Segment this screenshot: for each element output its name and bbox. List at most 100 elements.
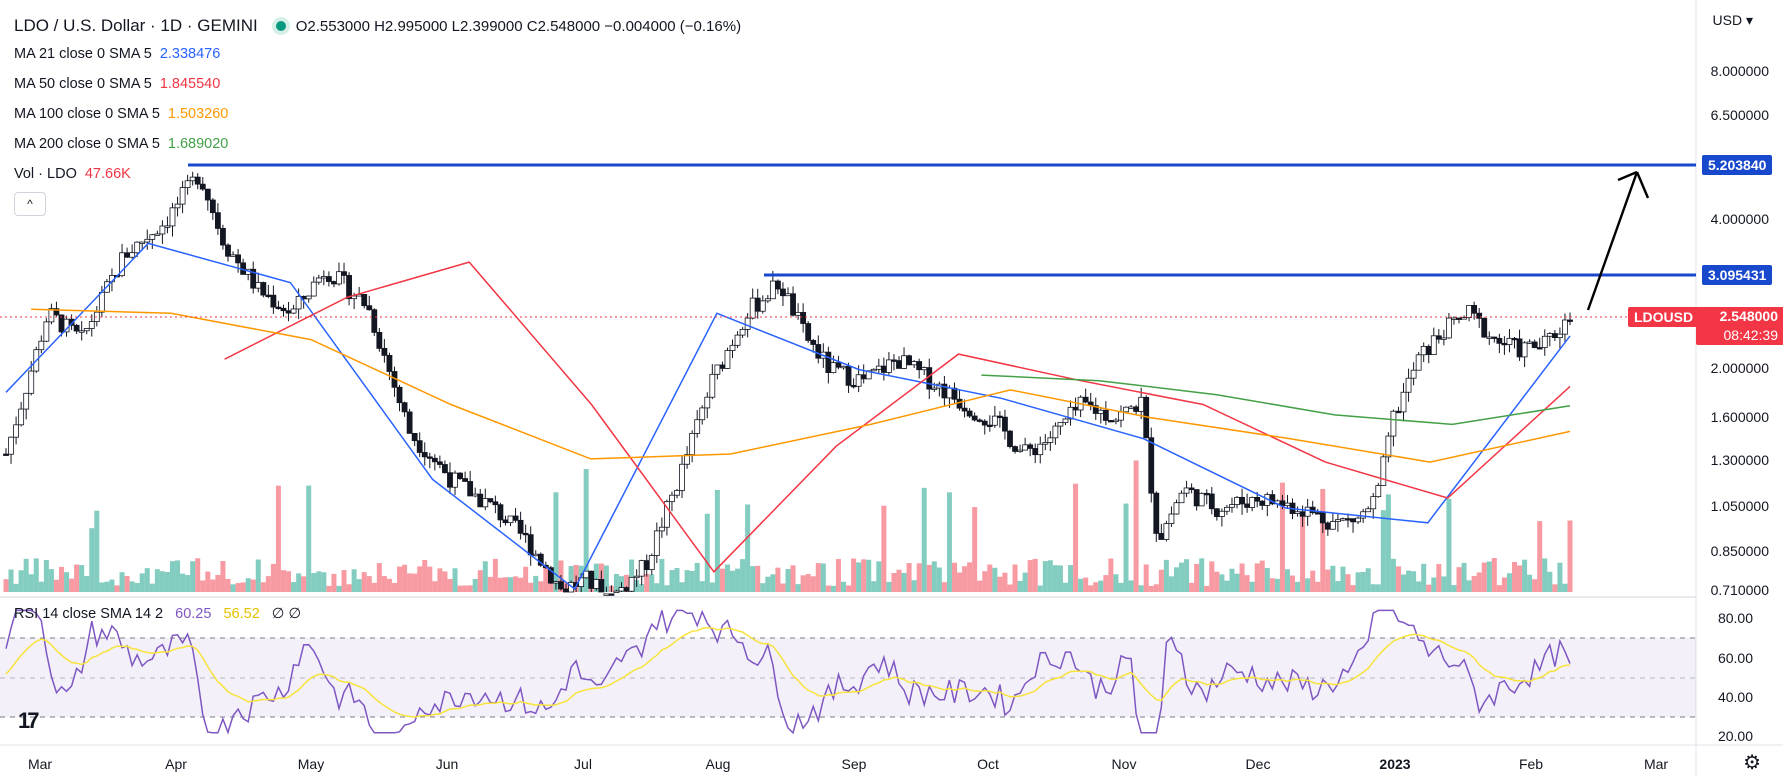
volume-bar bbox=[114, 585, 120, 592]
candle-body bbox=[603, 593, 610, 596]
candle-body bbox=[734, 334, 741, 346]
volume-bar bbox=[1542, 558, 1548, 592]
volume-bar bbox=[291, 582, 297, 592]
volume-bar bbox=[518, 577, 524, 592]
volume-bar bbox=[593, 563, 599, 592]
collapse-legend-button[interactable]: ^ bbox=[14, 192, 46, 216]
volume-bar bbox=[1007, 584, 1013, 592]
candle-body bbox=[860, 374, 867, 380]
candle-body bbox=[472, 493, 479, 497]
volume-bar bbox=[1385, 494, 1391, 592]
volume-bar bbox=[154, 569, 160, 592]
volume-bar bbox=[891, 572, 897, 592]
level-mid-tag: 3.095431 bbox=[1702, 265, 1773, 285]
volume-bar bbox=[523, 566, 529, 592]
volume-bar bbox=[533, 575, 539, 592]
candle-body bbox=[875, 365, 882, 370]
candle-body bbox=[325, 276, 332, 282]
volume-bar bbox=[402, 564, 408, 592]
volume-bar bbox=[1335, 581, 1341, 592]
volume-bar bbox=[1562, 583, 1568, 592]
market-status-icon[interactable] bbox=[275, 21, 286, 31]
volume-bar bbox=[366, 576, 372, 592]
volume-bar bbox=[760, 583, 766, 592]
candle-body bbox=[1491, 336, 1498, 339]
rsi-ma-value: 56.52 bbox=[223, 606, 260, 622]
legend-rsi[interactable]: RSI 14 close SMA 14 2 60.25 56.52 ∅ ∅ bbox=[14, 606, 301, 622]
candle-body bbox=[1178, 492, 1185, 504]
candle-body bbox=[1188, 487, 1195, 490]
rsi-tick: 40.00 bbox=[1717, 689, 1753, 705]
candle-body bbox=[532, 553, 539, 557]
candle-body bbox=[1128, 406, 1134, 409]
candle-body bbox=[891, 359, 897, 362]
candle-body bbox=[1153, 492, 1160, 534]
volume-bar bbox=[846, 585, 852, 592]
volume-bar bbox=[644, 573, 650, 592]
candle-body bbox=[522, 532, 529, 536]
candle-body bbox=[1425, 345, 1432, 356]
volume-bar bbox=[502, 577, 508, 592]
settings-gear-icon[interactable]: ⚙ bbox=[1743, 752, 1761, 774]
volume-bar bbox=[169, 561, 175, 592]
candle-body bbox=[1037, 443, 1044, 456]
volume-bar bbox=[1098, 580, 1104, 592]
volume-bar bbox=[735, 568, 741, 592]
volume-bar bbox=[245, 578, 251, 592]
candle-body bbox=[1193, 489, 1200, 507]
candle-body bbox=[870, 368, 877, 372]
legend-volume[interactable]: Vol · LDO 47.66K bbox=[14, 166, 131, 182]
volume-bar bbox=[89, 528, 95, 592]
volume-bar bbox=[1214, 571, 1220, 592]
time-tick: Apr bbox=[165, 756, 187, 772]
volume-bar bbox=[457, 585, 463, 592]
legend-ma21[interactable]: MA 21 close 0 SMA 5 2.338476 bbox=[14, 46, 220, 62]
candle-body bbox=[1506, 337, 1513, 345]
arrow-drawing[interactable] bbox=[1586, 170, 1650, 311]
candle-body bbox=[699, 407, 706, 421]
symbol-header[interactable]: LDO / U.S. Dollar · 1D · GEMINI O2.55300… bbox=[14, 16, 741, 36]
candle-body bbox=[608, 593, 615, 596]
symbol-title[interactable]: LDO / U.S. Dollar · 1D · GEMINI bbox=[14, 16, 258, 35]
volume-bar bbox=[1199, 558, 1205, 592]
candle-body bbox=[8, 436, 14, 455]
volume-bar bbox=[1491, 558, 1497, 592]
volume-bar bbox=[1320, 488, 1326, 592]
legend-label: Vol · LDO bbox=[14, 166, 77, 182]
volume-bar bbox=[316, 571, 322, 592]
volume-bar bbox=[159, 571, 165, 592]
candle-body bbox=[810, 340, 817, 345]
volume-bar bbox=[321, 572, 327, 592]
candle-body bbox=[1062, 418, 1069, 424]
candle-body bbox=[23, 392, 30, 410]
candle-body bbox=[709, 373, 716, 398]
candle-body bbox=[1082, 396, 1089, 403]
candle-body bbox=[1294, 511, 1301, 514]
candle-body bbox=[653, 530, 660, 556]
candle-body bbox=[73, 324, 80, 332]
currency-select[interactable]: USD ▾ bbox=[1712, 12, 1753, 28]
time-tick: Jun bbox=[435, 756, 459, 772]
volume-bar bbox=[225, 578, 231, 592]
tradingview-logo-icon[interactable]: 17 bbox=[18, 708, 40, 733]
candle-body bbox=[1546, 333, 1553, 337]
candle-body bbox=[487, 498, 494, 503]
candle-body bbox=[1198, 492, 1205, 507]
volume-bar bbox=[704, 513, 710, 592]
volume-bar bbox=[714, 490, 720, 592]
volume-bar bbox=[255, 559, 261, 592]
candle-body bbox=[1042, 442, 1049, 445]
candle-body bbox=[880, 365, 887, 373]
candle-body bbox=[911, 361, 918, 366]
candle-body bbox=[1239, 496, 1245, 505]
legend-ma50[interactable]: MA 50 close 0 SMA 5 1.845540 bbox=[14, 76, 220, 92]
volume-bar bbox=[1229, 568, 1235, 592]
legend-ma100[interactable]: MA 100 close 0 SMA 5 1.503260 bbox=[14, 106, 228, 122]
volume-bar bbox=[1118, 582, 1124, 592]
volume-bar bbox=[669, 570, 675, 592]
candle-body bbox=[230, 254, 236, 257]
candle-body bbox=[43, 321, 50, 342]
volume-bar bbox=[1451, 585, 1457, 592]
legend-ma200[interactable]: MA 200 close 0 SMA 5 1.689020 bbox=[14, 136, 228, 152]
